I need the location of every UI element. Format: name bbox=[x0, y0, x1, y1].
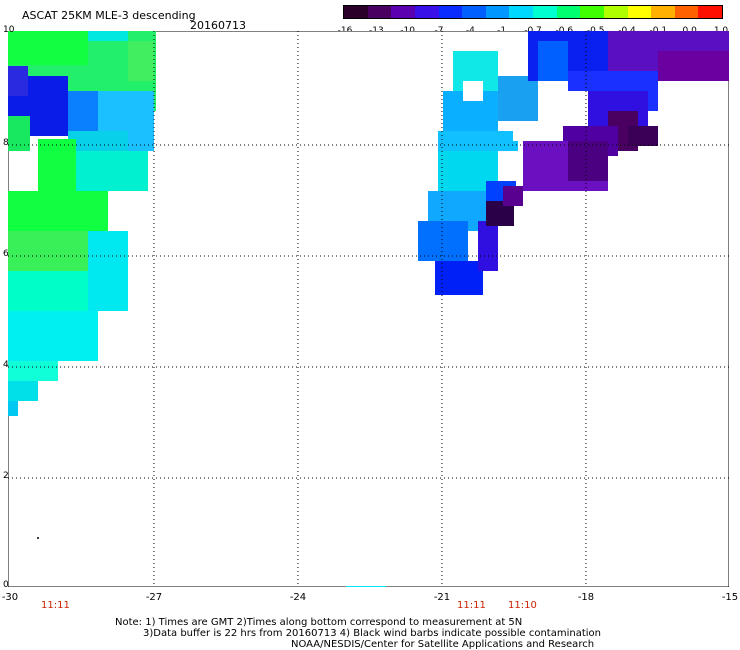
colorbar-segment bbox=[344, 6, 368, 18]
colorbar-segment bbox=[580, 6, 604, 18]
note-line-2: 3)Data buffer is 22 hrs from 20160713 4)… bbox=[143, 628, 601, 639]
x-tick: -24 bbox=[289, 592, 307, 603]
x-tick: -27 bbox=[145, 592, 163, 603]
colorbar-segment bbox=[462, 6, 486, 18]
y-tick: 8 bbox=[3, 138, 9, 148]
map-title: ASCAT 25KM MLE-3 descending bbox=[22, 9, 196, 22]
y-tick: 0 bbox=[3, 580, 9, 590]
grid bbox=[8, 31, 729, 587]
colorbar-segment bbox=[391, 6, 415, 18]
time-label: 11:11 bbox=[457, 600, 486, 611]
colorbar-segment bbox=[603, 6, 628, 18]
colorbar-segment bbox=[627, 6, 652, 18]
colorbar-segment bbox=[485, 6, 510, 18]
time-label: 11:10 bbox=[508, 600, 537, 611]
colorbar-segment bbox=[533, 6, 557, 18]
swath-west bbox=[8, 31, 156, 416]
x-tick: -18 bbox=[577, 592, 595, 603]
colorbar bbox=[343, 5, 723, 19]
colorbar-segment bbox=[556, 6, 581, 18]
time-label: 11:11 bbox=[41, 600, 70, 611]
colorbar-segment bbox=[674, 6, 699, 18]
note-line-3: NOAA/NESDIS/Center for Satellite Applica… bbox=[291, 639, 595, 650]
colorbar-segment bbox=[414, 6, 439, 18]
map-plot bbox=[8, 31, 729, 587]
map-date: 20160713 bbox=[190, 19, 246, 32]
x-tick: -21 bbox=[433, 592, 451, 603]
colorbar-segment bbox=[367, 6, 392, 18]
y-tick: 6 bbox=[3, 249, 9, 259]
bottom-marker bbox=[346, 586, 386, 587]
y-tick: 4 bbox=[3, 360, 9, 370]
wind-barb bbox=[37, 537, 39, 539]
colorbar-segment bbox=[698, 6, 722, 18]
colorbar-segment bbox=[509, 6, 533, 18]
y-tick: 2 bbox=[3, 471, 9, 481]
x-tick: -30 bbox=[1, 592, 19, 603]
y-tick: 10 bbox=[3, 25, 15, 35]
colorbar-segment bbox=[651, 6, 675, 18]
x-tick: -15 bbox=[721, 592, 739, 603]
note-line-1: Note: 1) Times are GMT 2)Times along bot… bbox=[115, 617, 523, 628]
colorbar-segment bbox=[438, 6, 463, 18]
